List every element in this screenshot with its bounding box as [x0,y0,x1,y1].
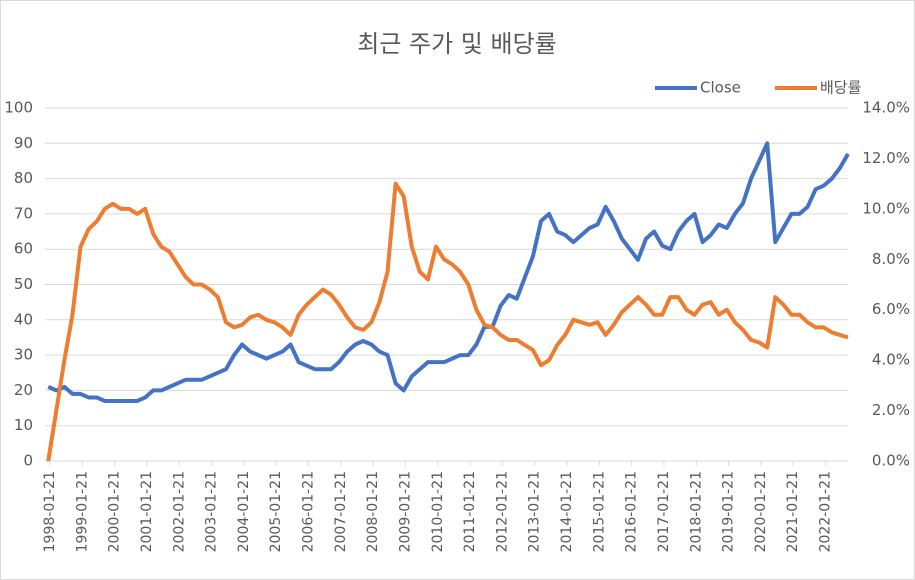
y2-tick-label: 6.0% [872,300,910,318]
y-tick-label: 70 [14,204,33,222]
x-tick-label: 2002-01-21 [171,471,187,552]
x-tick-label: 2013-01-21 [527,471,543,552]
y-tick-label: 90 [14,134,33,152]
y-tick-label: 100 [4,99,33,117]
x-tick-label: 2012-01-21 [494,471,510,552]
x-tick-label: 2005-01-21 [268,471,284,552]
x-tick-label: 2011-01-21 [462,471,478,552]
y-tick-label: 30 [14,346,33,364]
x-tick-label: 2004-01-21 [236,471,252,552]
x-tick-label: 2010-01-21 [430,471,446,552]
x-tick-label: 2001-01-21 [139,471,155,552]
y-tick-label: 0 [23,452,33,470]
chart-title: 최근 주가 및 배당률 [357,30,557,58]
x-tick-label: 1998-01-21 [42,471,58,552]
x-tick-label: 2007-01-21 [333,471,349,552]
y2-tick-label: 0.0% [872,452,910,470]
y2-tick-label: 8.0% [872,250,910,268]
x-tick-label: 2006-01-21 [301,471,317,552]
legend-label: Close [700,79,741,97]
x-tick-label: 2017-01-21 [656,471,672,552]
y2-tick-label: 10.0% [862,199,910,217]
legend-label: 배당률 [820,79,862,97]
y-tick-label: 60 [14,240,33,258]
y-tick-label: 40 [14,310,33,328]
x-tick-label: 2019-01-21 [721,471,737,552]
series-line [47,141,850,403]
y2-tick-label: 14.0% [862,99,910,117]
y-tick-label: 50 [14,275,33,293]
x-tick-label: 2015-01-21 [591,471,607,552]
x-tick-label: 1999-01-21 [74,471,90,552]
x-tick-label: 2003-01-21 [204,471,220,552]
y-tick-label: 20 [14,381,33,399]
y-tick-label: 10 [14,416,33,434]
y2-tick-label: 12.0% [862,149,910,167]
x-tick-label: 2018-01-21 [688,471,704,552]
x-tick-label: 2000-01-21 [107,471,123,552]
x-tick-label: 2008-01-21 [365,471,381,552]
x-tick-label: 2021-01-21 [785,471,801,552]
y-tick-label: 80 [14,169,33,187]
x-tick-label: 2009-01-21 [397,471,413,552]
series-line [46,181,849,462]
y2-tick-label: 2.0% [872,401,910,419]
x-tick-label: 2014-01-21 [559,471,575,552]
x-tick-label: 2016-01-21 [624,471,640,552]
x-tick-label: 2022-01-21 [818,471,834,552]
x-tick-label: 2020-01-21 [753,471,769,552]
y2-tick-label: 4.0% [872,351,910,369]
